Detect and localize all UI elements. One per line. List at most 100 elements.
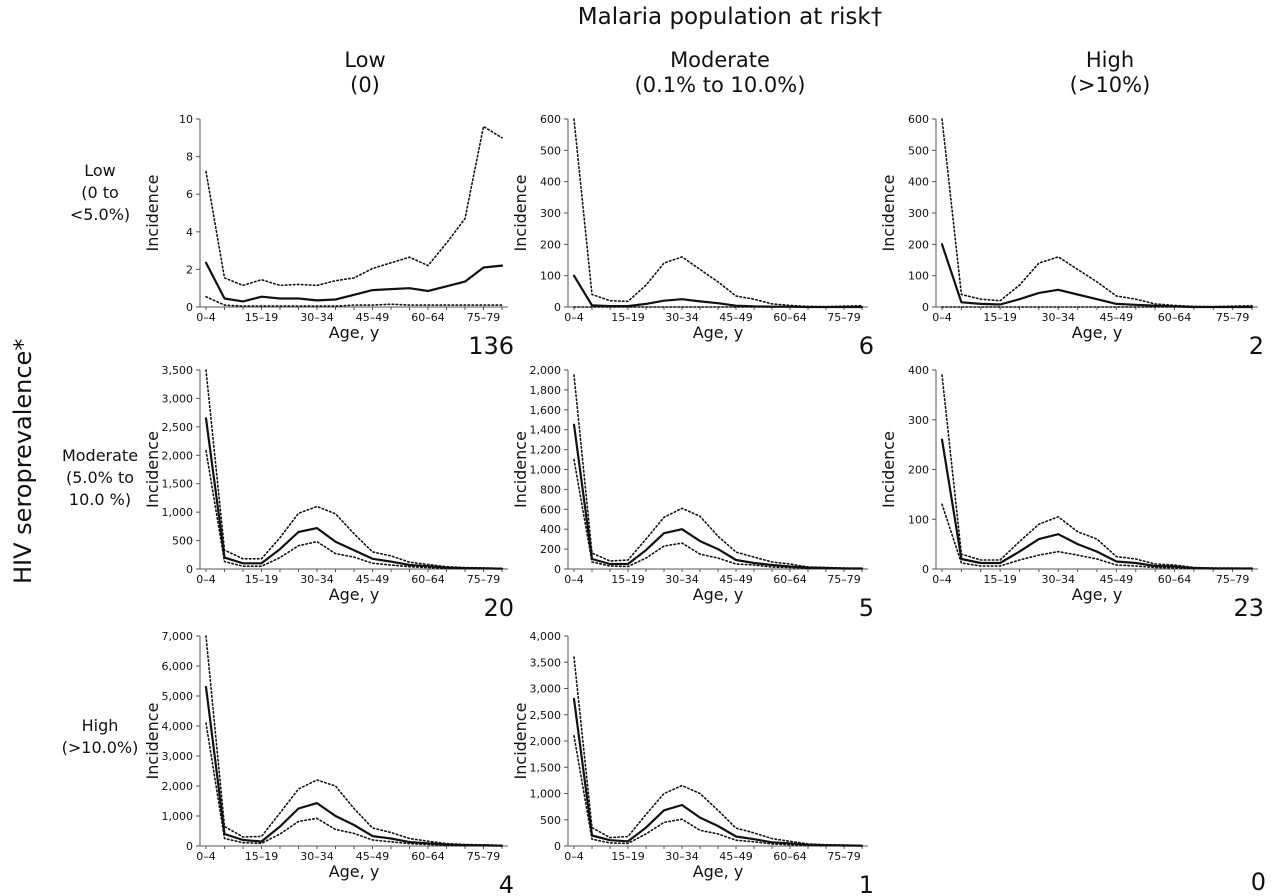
x-axis-title: Age, y <box>693 862 744 881</box>
y-tick-label: 300 <box>908 414 929 427</box>
x-tick-label: 0–4 <box>196 311 216 324</box>
y-tick-label: 500 <box>908 144 929 157</box>
y-axis-title: Incidence <box>511 175 530 252</box>
y-tick-label: 0 <box>554 563 561 576</box>
incidence-line <box>204 417 504 570</box>
cluster-count: 5 <box>859 594 874 622</box>
column-header-line1: Moderate <box>670 48 770 72</box>
y-tick-label: 1,000 <box>162 810 194 823</box>
x-tick-label: 15–19 <box>611 311 645 324</box>
x-tick-label: 0–4 <box>196 850 216 863</box>
y-tick-label: 1,000 <box>530 788 562 801</box>
y-tick-label: 2,500 <box>530 709 562 722</box>
column-header-line1: High <box>1085 48 1135 72</box>
incidence-line <box>940 438 1254 570</box>
y-axis-title: Incidence <box>511 431 530 508</box>
x-tick-label: 0–4 <box>564 850 584 863</box>
x-tick-label: 45–49 <box>356 311 390 324</box>
y-tick-label: 1,000 <box>162 506 194 519</box>
panel-2-1: 0 500 1,000 1,500 2,000 2,500 3,000 3,500 4,000 0… <box>511 630 874 895</box>
y-tick-label: 400 <box>540 523 561 536</box>
panel-2-0: 0 1,000 2,000 3,000 4,000 5,000 6,000 7,000 0–4 1… <box>143 630 514 895</box>
column-header-high: High (>10%) <box>1030 48 1190 98</box>
cluster-count: 4 <box>499 871 514 895</box>
panel-1-2: 0 100 200 300 400 0–4 15–19 30–34 45–49 60–64 75–7… <box>879 364 1264 622</box>
confidence-bound-line <box>941 374 1253 570</box>
x-tick-label: 45–49 <box>1100 311 1134 324</box>
panel-1-0: 0 500 1,000 1,500 2,000 2,500 3,000 3,500 0–4 15–… <box>143 364 514 622</box>
y-tick-label: 600 <box>540 113 561 126</box>
y-tick-label: 0 <box>186 301 193 314</box>
x-tick-label: 75–79 <box>1216 311 1250 324</box>
row-header-line2: (5.0% to <box>65 468 135 487</box>
y-axis-title: Incidence <box>143 703 162 780</box>
y-tick-label: 1,600 <box>530 404 562 417</box>
y-tick-label: 4,000 <box>162 720 194 733</box>
column-header-line2: (0) <box>350 73 380 97</box>
incidence-line <box>940 243 1254 309</box>
confidence-bound-line <box>205 635 503 847</box>
x-axis-title: Age, y <box>1072 585 1123 604</box>
x-tick-label: 60–64 <box>1158 573 1192 586</box>
panel-0-0: 0 2 4 6 8 10 0–4 15–19 30–34 45–49 60–64 75–79 Age, … <box>143 113 514 360</box>
y-tick-label: 3,500 <box>530 656 562 669</box>
cluster-count: 20 <box>483 594 514 622</box>
row-header-line1: Low <box>84 161 116 180</box>
x-tick-label: 60–64 <box>411 311 445 324</box>
y-tick-label: 600 <box>908 113 929 126</box>
x-tick-label: 30–34 <box>665 311 699 324</box>
y-tick-label: 1,000 <box>530 464 562 477</box>
cluster-count: 136 <box>468 332 514 360</box>
cluster-count: 1 <box>859 871 874 895</box>
x-tick-label: 30–34 <box>300 311 334 324</box>
x-tick-label: 30–34 <box>665 573 699 586</box>
cluster-count: 23 <box>1233 594 1264 622</box>
x-tick-label: 75–79 <box>827 311 861 324</box>
x-tick-label: 75–79 <box>467 573 501 586</box>
x-tick-label: 30–34 <box>665 850 699 863</box>
column-header-low: Low (0) <box>270 48 460 98</box>
y-tick-label: 0 <box>922 301 929 314</box>
y-tick-label: 400 <box>540 176 561 189</box>
y-tick-label: 1,400 <box>530 424 562 437</box>
x-axis-title: Age, y <box>1072 323 1123 342</box>
x-tick-label: 15–19 <box>611 573 645 586</box>
x-tick-label: 60–64 <box>773 311 807 324</box>
y-tick-label: 500 <box>540 814 561 827</box>
confidence-bound-line <box>205 295 503 307</box>
confidence-bound-line <box>573 118 863 308</box>
confidence-bound-line <box>941 118 1253 308</box>
incidence-line <box>572 697 864 847</box>
x-tick-label: 60–64 <box>1158 311 1192 324</box>
y-tick-label: 200 <box>540 543 561 556</box>
y-tick-label: 7,000 <box>162 630 194 643</box>
y-tick-label: 6 <box>186 188 193 201</box>
confidence-bound-line <box>573 734 863 847</box>
y-tick-label: 3,000 <box>162 750 194 763</box>
y-tick-label: 300 <box>540 207 561 220</box>
x-tick-label: 0–4 <box>564 573 584 586</box>
y-tick-label: 0 <box>922 563 929 576</box>
x-axis-title: Age, y <box>693 323 744 342</box>
y-tick-label: 200 <box>908 238 929 251</box>
y-tick-label: 600 <box>540 503 561 516</box>
x-tick-label: 30–34 <box>1042 573 1076 586</box>
x-tick-label: 30–34 <box>1042 311 1076 324</box>
y-tick-label: 100 <box>908 513 929 526</box>
x-tick-label: 45–49 <box>356 850 390 863</box>
y-tick-label: 2,000 <box>530 735 562 748</box>
confidence-bound-line <box>573 458 863 570</box>
y-tick-label: 2,000 <box>530 364 562 377</box>
y-tick-label: 3,500 <box>162 364 194 377</box>
incidence-line <box>572 274 864 309</box>
x-tick-label: 45–49 <box>719 573 753 586</box>
y-tick-label: 1,500 <box>162 478 194 491</box>
y-axis-title: Incidence <box>143 431 162 508</box>
y-axis-title: Incidence <box>879 431 898 508</box>
confidence-bound-line <box>205 722 503 847</box>
x-tick-label: 60–64 <box>411 573 445 586</box>
y-tick-label: 300 <box>908 207 929 220</box>
y-tick-label: 6,000 <box>162 660 194 673</box>
y-axis-title: Incidence <box>143 175 162 252</box>
y-tick-label: 400 <box>908 364 929 377</box>
